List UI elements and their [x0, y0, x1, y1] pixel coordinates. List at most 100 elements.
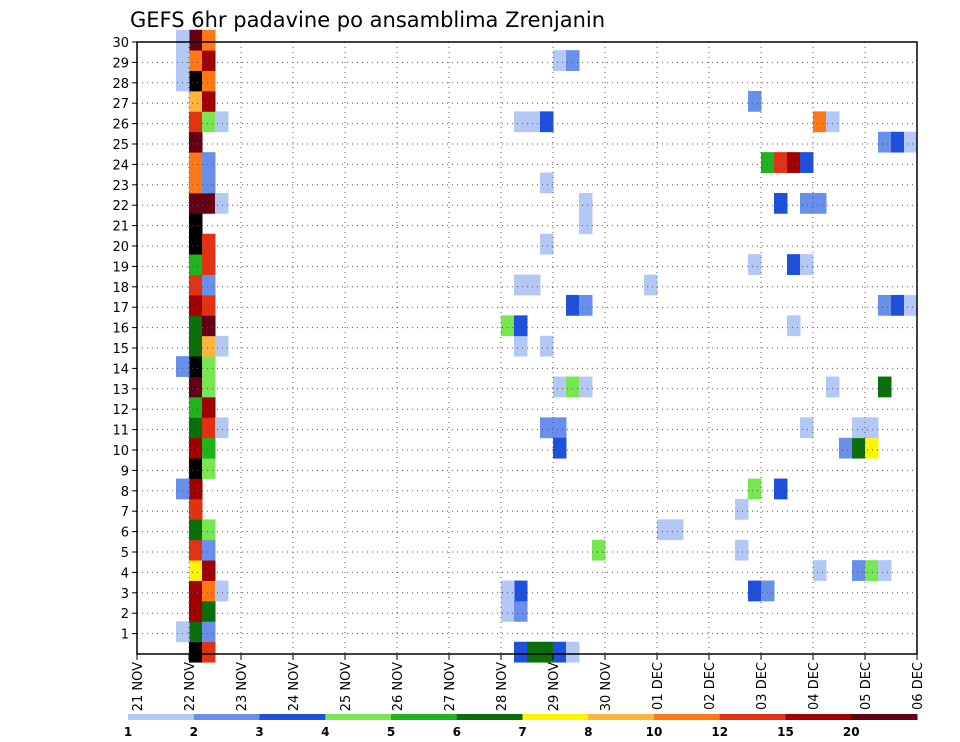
heatmap-cell [202, 254, 216, 275]
heatmap-cell [514, 315, 528, 337]
x-tick-label: 23 NOV [235, 662, 250, 711]
heatmap-cell [202, 152, 216, 173]
colorbar-label: 8 [584, 725, 592, 739]
x-tick-label: 22 NOV [183, 662, 198, 711]
heatmap-cell [514, 641, 528, 663]
heatmap-cell [189, 376, 203, 398]
colorbar-swatch [654, 714, 721, 720]
heatmap-cell [202, 560, 216, 581]
heatmap-cell [215, 111, 229, 133]
heatmap-cell [189, 498, 203, 520]
heatmap-cell [514, 600, 528, 622]
heatmap-cell [787, 254, 801, 275]
heatmap-cell [189, 131, 203, 153]
heatmap-cell [189, 192, 203, 214]
y-tick-label: 2 [121, 607, 129, 622]
colorbar-label: 5 [387, 725, 395, 739]
heatmap-cell [189, 90, 203, 112]
heatmap-cell [176, 478, 190, 500]
heatmap-cells [176, 29, 918, 663]
y-tick-label: 25 [112, 138, 129, 153]
heatmap-cell [202, 396, 216, 418]
heatmap-cell [904, 131, 918, 153]
colorbar-swatch [325, 714, 392, 720]
colorbar-swatch [851, 714, 918, 720]
heatmap-cell [579, 192, 593, 214]
y-tick-label: 15 [112, 342, 129, 357]
heatmap-cell [852, 437, 866, 459]
heatmap-cell [189, 641, 203, 663]
heatmap-cell [189, 70, 203, 92]
heatmap-cell [527, 111, 541, 133]
y-tick-label: 30 [112, 36, 129, 51]
heatmap-cell [189, 254, 203, 275]
heatmap-cell [657, 519, 671, 541]
colorbar-swatch [522, 714, 589, 720]
y-tick-label: 27 [112, 97, 129, 112]
heatmap-cell [202, 111, 216, 133]
heatmap-cell [202, 50, 216, 71]
heatmap-cell [904, 294, 918, 316]
x-tick-label: 26 NOV [391, 662, 406, 711]
heatmap-cell [202, 294, 216, 316]
heatmap-cell [527, 274, 541, 296]
y-tick-label: 20 [112, 240, 129, 255]
heatmap-cell [891, 294, 905, 316]
heatmap-cell [813, 111, 827, 133]
heatmap-cell [176, 50, 190, 71]
heatmap-cell [891, 131, 905, 153]
heatmap-cell [202, 376, 216, 398]
colorbar-swatch [391, 714, 458, 720]
y-tick-label: 7 [121, 505, 129, 520]
plot-frame [136, 41, 918, 655]
y-tick-label: 10 [112, 444, 129, 459]
heatmap-cell [826, 111, 840, 133]
y-tick-label: 17 [112, 301, 129, 316]
heatmap-cell [215, 192, 229, 214]
heatmap-cell [800, 417, 814, 439]
y-tick-label: 24 [112, 158, 129, 173]
heatmap-cell [501, 580, 515, 602]
x-tick-label: 28 NOV [495, 662, 510, 711]
heatmap-cell [878, 131, 892, 153]
heatmap-cell [579, 213, 593, 235]
heatmap-cell [189, 274, 203, 296]
y-tick-label: 21 [112, 220, 129, 235]
x-axis-ticks: 21 NOV 22 NOV 23 NOV 24 NOV 25 NOV 26 NOV 27 N… [131, 654, 926, 711]
heatmap-cell [878, 294, 892, 316]
heatmap-cell [176, 356, 190, 377]
heatmap-cell [189, 152, 203, 173]
y-tick-label: 26 [112, 118, 129, 133]
colorbar-label: 3 [255, 725, 263, 739]
colorbar-swatch [456, 714, 523, 720]
heatmap-cell [189, 396, 203, 418]
heatmap-cell [202, 580, 216, 602]
x-tick-label: 05 DEC [859, 662, 874, 710]
y-tick-label: 5 [121, 546, 129, 561]
heatmap-cell [202, 539, 216, 561]
heatmap-cell [761, 580, 775, 602]
heatmap-cell [202, 29, 216, 51]
heatmap-cell [215, 335, 229, 357]
heatmap-cell [215, 580, 229, 602]
heatmap-cell [787, 152, 801, 173]
heatmap-cell [553, 417, 567, 439]
heatmap-cell [579, 376, 593, 398]
heatmap-cell [878, 376, 892, 398]
y-tick-label: 1 [121, 628, 129, 643]
heatmap-cell [189, 478, 203, 500]
heatmap-cell [540, 335, 554, 357]
heatmap-cell [202, 335, 216, 357]
colorbar-label: 15 [777, 725, 794, 739]
y-tick-label: 16 [112, 322, 129, 337]
colorbar: 1 2 3 4 5 6 7 8 10 12 15 20 [124, 714, 918, 739]
colorbar-label: 20 [843, 725, 860, 739]
heatmap-cell [202, 90, 216, 112]
heatmap-cell [774, 192, 788, 214]
heatmap-cell [644, 274, 658, 296]
heatmap-cell [514, 335, 528, 357]
heatmap-cell [202, 233, 216, 255]
heatmap-cell [189, 600, 203, 622]
heatmap-cell [202, 172, 216, 194]
